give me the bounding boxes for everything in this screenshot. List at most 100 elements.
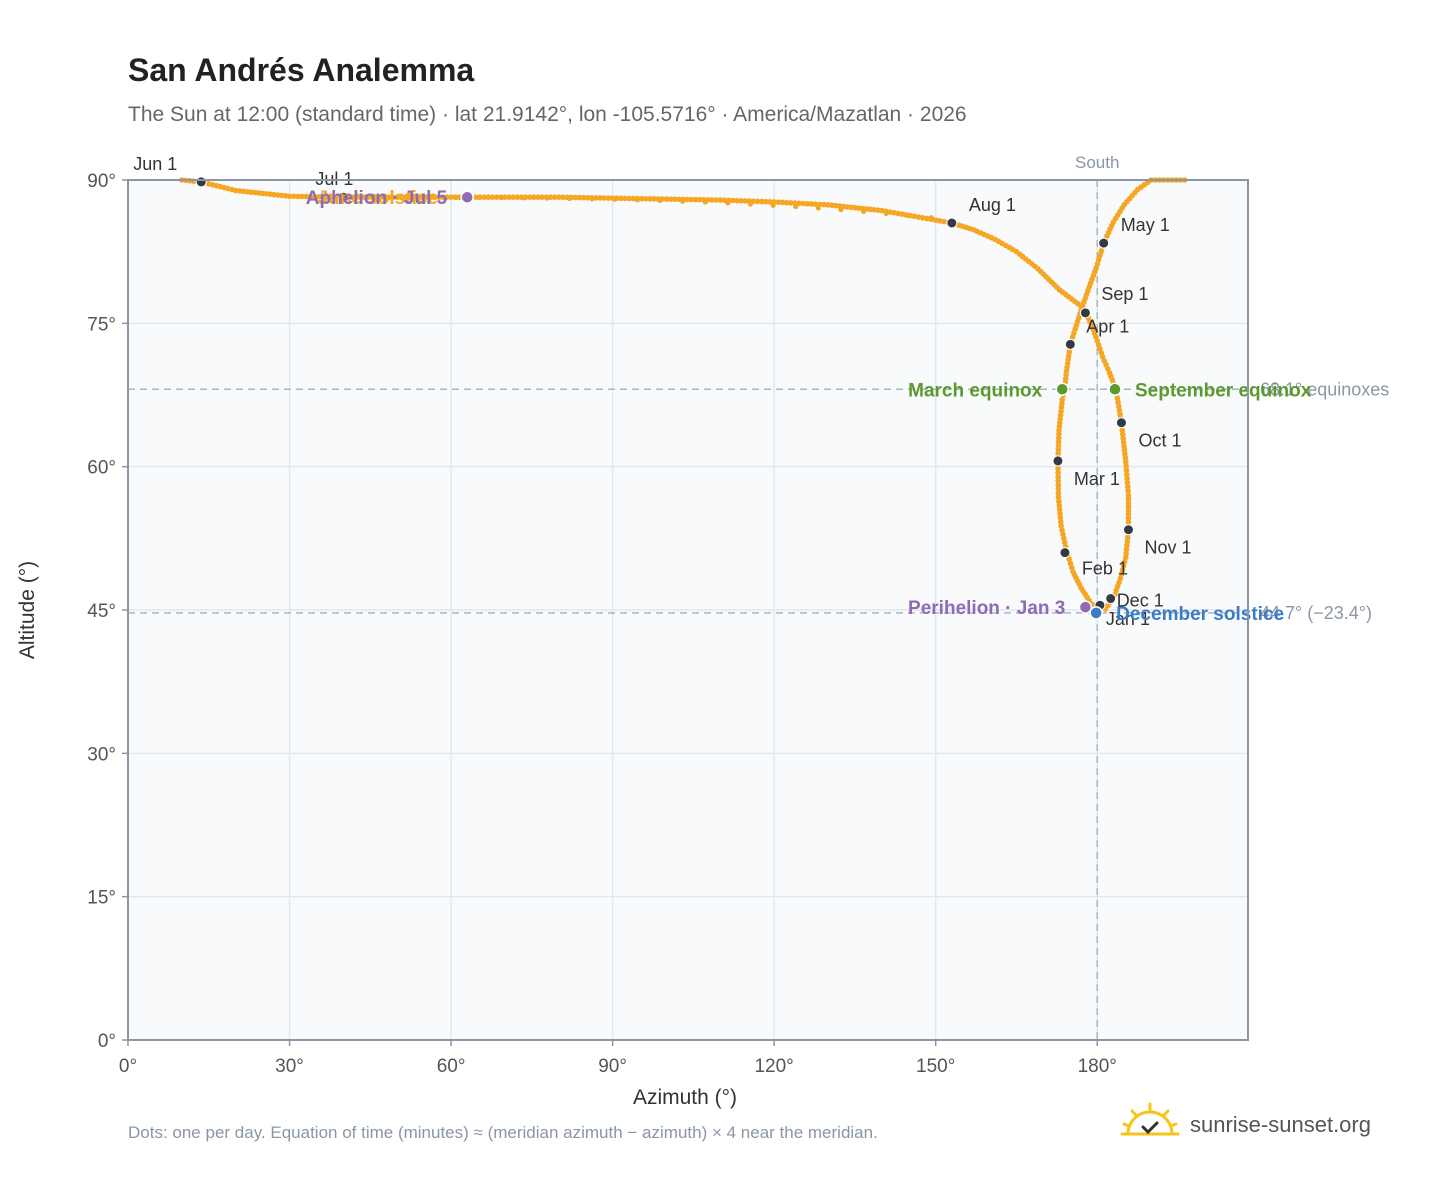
daily-dot [539, 194, 546, 200]
daily-dot [1121, 558, 1128, 565]
daily-dot [444, 194, 450, 200]
daily-dot [1058, 523, 1064, 529]
daily-dot [770, 202, 776, 208]
daily-dot [1057, 510, 1063, 517]
daily-dot [1123, 467, 1130, 474]
month-marker [1115, 417, 1127, 429]
daily-dot [1055, 494, 1062, 501]
y-tick-label: 15° [87, 888, 116, 909]
y-axis-label: Altitude (°) [16, 561, 39, 659]
daily-dot [742, 198, 748, 204]
daily-dot [286, 193, 293, 200]
daily-dot [419, 194, 425, 200]
daily-dot [601, 195, 608, 201]
daily-dot [919, 215, 926, 221]
daily-dot [299, 193, 305, 200]
daily-dot [386, 194, 392, 200]
daily-dot [423, 194, 430, 200]
daily-dot [626, 195, 632, 202]
y-tick-label: 30° [87, 744, 116, 765]
daily-dot [476, 194, 482, 201]
daily-dot [725, 200, 731, 206]
daily-dot [1059, 396, 1066, 403]
event-label: March equinox [908, 380, 1043, 401]
daily-dot [510, 194, 517, 200]
daily-dot [319, 194, 326, 200]
daily-dot [883, 210, 889, 216]
x-tick-label: 0° [119, 1056, 137, 1077]
daily-dot [439, 194, 446, 200]
month-marker [195, 176, 207, 188]
daily-dot [747, 201, 754, 207]
daily-dot [1055, 490, 1062, 497]
daily-dot [390, 194, 396, 200]
daily-dot [1125, 488, 1131, 494]
daily-dot [572, 194, 579, 201]
month-label: Aug 1 [969, 195, 1016, 215]
daily-dot [402, 194, 409, 200]
daily-dot [1124, 475, 1130, 482]
daily-dot [303, 193, 309, 200]
month-marker [1122, 524, 1134, 536]
daily-dot [307, 193, 314, 200]
daily-dot [1068, 564, 1075, 571]
grid-layer [127, 179, 1248, 1041]
daily-dot [295, 193, 301, 200]
daily-dot [560, 194, 566, 201]
daily-dot [382, 194, 388, 200]
daily-dot [793, 203, 799, 210]
daily-dot [1118, 571, 1125, 578]
daily-dot [394, 194, 401, 200]
month-label: Nov 1 [1144, 538, 1191, 558]
daily-dot [651, 196, 657, 202]
daily-dot [584, 194, 591, 201]
daily-dot [1055, 466, 1061, 472]
event-marker [1078, 600, 1093, 614]
daily-dot [489, 194, 496, 200]
daily-dot [618, 195, 624, 202]
daily-dot [713, 197, 719, 203]
daily-dot [566, 195, 573, 201]
daily-dot [729, 197, 736, 204]
x-tick-label: 150° [916, 1056, 955, 1077]
daily-dot [1055, 478, 1062, 484]
axes: 0° 30° 60° 90° 120° 150° 180° 0° 15° 30° 45° 60° 75°… [87, 171, 1249, 1077]
brand[interactable]: sunrise-sunset.org [1120, 1100, 1420, 1150]
daily-dot [373, 194, 380, 200]
daily-dot [928, 215, 934, 221]
daily-dot [1055, 486, 1062, 492]
daily-dot [906, 212, 912, 219]
month-marker [1105, 593, 1117, 605]
daily-dot [1056, 498, 1062, 505]
daily-dot [605, 195, 612, 201]
brand-name: sunrise-sunset.org [1190, 1112, 1371, 1137]
daily-dot [815, 205, 821, 211]
daily-dot [630, 195, 637, 202]
event-label: September equinox [1135, 380, 1312, 401]
daily-dot [1070, 568, 1076, 575]
daily-dot [1120, 563, 1127, 569]
daily-dot [1055, 474, 1061, 480]
daily-dot [763, 198, 769, 205]
month-label: Apr 1 [1086, 316, 1129, 336]
daily-dot [1122, 459, 1129, 465]
daily-dot [638, 195, 645, 202]
daily-dot [353, 194, 359, 200]
daily-dot [812, 201, 819, 207]
reference-label: 44.7° (−23.4°) [1260, 603, 1372, 623]
daily-dot [544, 195, 550, 201]
daily-dot [663, 196, 670, 202]
daily-dot [1123, 471, 1130, 478]
month-marker [1064, 338, 1076, 350]
daily-dot [642, 195, 649, 202]
daily-dot [911, 213, 917, 220]
daily-dot [1122, 554, 1129, 561]
sun-logo-icon [1120, 1102, 1180, 1136]
event-label: Aphelion · Jul 5 [306, 188, 448, 209]
daily-dot [1055, 470, 1061, 476]
reference-label: South [1075, 153, 1119, 172]
daily-dot [838, 207, 844, 213]
daily-dot [924, 215, 930, 222]
daily-dot [667, 196, 674, 202]
